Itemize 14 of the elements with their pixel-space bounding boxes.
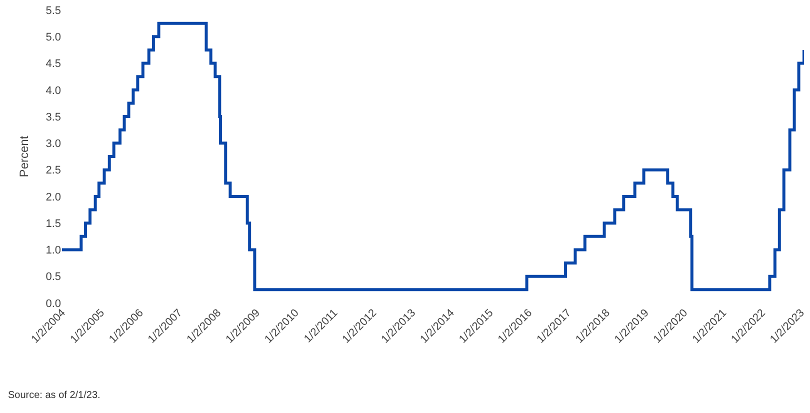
y-tick-label: 1.5: [46, 218, 61, 230]
y-tick-label: 4.0: [46, 84, 61, 97]
y-axis-title: Percent: [17, 135, 32, 178]
source-note: Source: as of 2/1/23.: [8, 390, 100, 401]
y-tick-label: 2.5: [46, 164, 61, 177]
y-tick-label: 3.5: [46, 111, 61, 124]
y-tick-label: 3.0: [46, 138, 61, 150]
y-tick-label: 0.0: [46, 298, 61, 310]
y-tick-label: 5.5: [46, 4, 61, 17]
y-tick-label: 4.5: [46, 58, 61, 70]
y-tick-label: 1.0: [46, 244, 61, 257]
y-tick-label: 0.5: [46, 271, 61, 284]
y-tick-label: 2.0: [46, 191, 61, 204]
y-tick-label: 5.0: [46, 31, 61, 44]
